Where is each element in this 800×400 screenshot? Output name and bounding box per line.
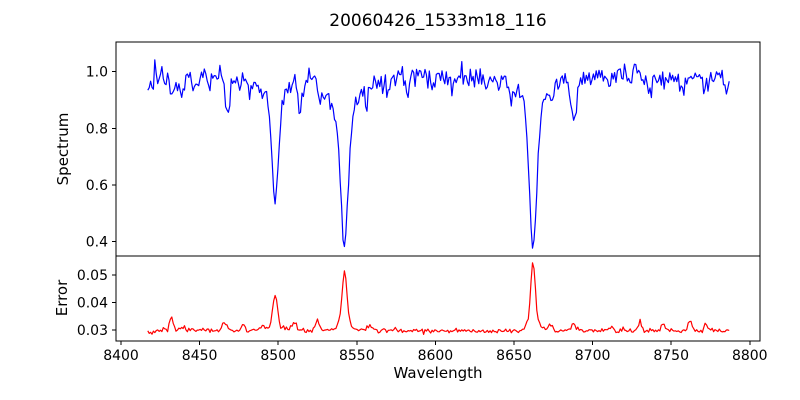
y-tick-label: 0.8 xyxy=(86,121,108,137)
x-tick-label: 8700 xyxy=(575,348,611,364)
error-panel-frame xyxy=(115,255,761,342)
x-tick-label: 8500 xyxy=(260,348,296,364)
error-line xyxy=(147,262,730,335)
x-tick-label: 8650 xyxy=(496,348,532,364)
x-tick-label: 8750 xyxy=(653,348,689,364)
x-tick-label: 8450 xyxy=(182,348,218,364)
x-tick-label: 8400 xyxy=(103,348,139,364)
x-tick-label: 8550 xyxy=(339,348,375,364)
y-tick-label: 0.04 xyxy=(77,295,108,311)
y-tick-label: 0.05 xyxy=(77,268,108,284)
x-tick-label: 8800 xyxy=(732,348,768,364)
x-axis-label: Wavelength xyxy=(393,364,483,382)
x-tick-label: 8600 xyxy=(418,348,454,364)
y-tick-label: 0.4 xyxy=(86,235,108,251)
spectrum-line xyxy=(147,59,730,249)
y-tick-label: 1.0 xyxy=(86,65,108,81)
y-tick-label: 0.03 xyxy=(77,323,108,339)
y-tick-label: 0.6 xyxy=(86,178,108,194)
chart-title: 20060426_1533m18_116 xyxy=(329,11,547,31)
